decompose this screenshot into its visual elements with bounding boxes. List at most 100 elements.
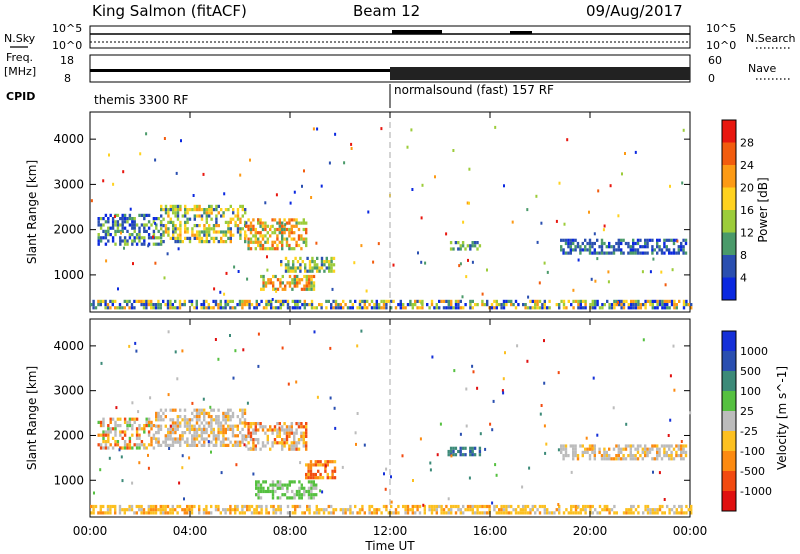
heatmap-cell: [195, 408, 199, 412]
heatmap-cell: [656, 450, 659, 454]
heatmap-cell: [179, 443, 182, 447]
heatmap-cell: [411, 508, 414, 512]
heatmap-cell: [252, 441, 255, 445]
heatmap-cell: [461, 295, 464, 299]
heatmap-cell: [430, 504, 434, 509]
heatmap-cell: [300, 434, 303, 438]
heatmap-cell: [147, 220, 151, 224]
heatmap-cell: [646, 511, 650, 515]
heatmap-cell: [171, 424, 175, 428]
heatmap-cell: [159, 233, 163, 237]
heatmap-cell: [285, 243, 289, 248]
heatmap-cell: [473, 244, 477, 248]
heatmap-cell: [615, 299, 618, 303]
heatmap-cell: [579, 251, 582, 255]
heatmap-cell: [543, 299, 546, 303]
heatmap-cell: [123, 239, 127, 243]
heatmap-cell: [184, 230, 187, 234]
heatmap-cell: [620, 306, 623, 310]
heatmap-cell: [248, 504, 251, 509]
heatmap-cell: [363, 511, 366, 515]
heatmap-cell: [524, 508, 527, 512]
heatmap-cell: [510, 511, 513, 515]
heatmap-cell: [159, 504, 162, 509]
heatmap-cell: [627, 303, 630, 307]
heatmap-cell: [262, 287, 265, 291]
heatmap-cell: [666, 306, 669, 310]
heatmap-cell: [195, 411, 199, 415]
heatmap-cell: [171, 303, 174, 307]
heatmap-cell: [259, 496, 263, 500]
heatmap-cell: [202, 172, 205, 176]
heatmap-cell: [159, 427, 163, 431]
heatmap-cell: [135, 223, 139, 227]
cpid-segment-1: themis 3300 RF: [94, 93, 188, 107]
heatmap-cell: [295, 444, 298, 448]
heatmap-cell: [247, 428, 250, 432]
heatmap-cell: [560, 447, 563, 451]
heatmap-cell: [469, 247, 472, 251]
heatmap-cell: [286, 489, 289, 494]
heatmap-cell: [591, 450, 594, 454]
heatmap-cell: [143, 427, 146, 431]
heatmap-cell: [646, 447, 649, 451]
heatmap-cell: [281, 274, 284, 279]
heatmap-cell: [295, 380, 298, 384]
heatmap-cell: [269, 247, 272, 251]
heatmap-cell: [224, 421, 227, 425]
colorbar-tick-label: 8: [740, 249, 747, 262]
heatmap-cell: [629, 457, 632, 461]
colorbar-tick-label: 24: [740, 159, 754, 172]
heatmap-cell: [275, 289, 278, 293]
heatmap-cell: [97, 220, 100, 224]
heatmap-cell: [622, 306, 626, 310]
heatmap-cell: [107, 433, 110, 437]
heatmap-cell: [157, 424, 160, 428]
heatmap-cell: [210, 511, 213, 515]
heatmap-cell: [658, 450, 661, 454]
heatmap-cell: [252, 472, 255, 476]
heatmap-cell: [474, 511, 477, 515]
heatmap-cell: [632, 504, 635, 509]
heatmap-cell: [188, 508, 191, 512]
heatmap-cell: [210, 227, 213, 231]
heatmap-cell: [247, 425, 250, 429]
heatmap-cell: [97, 242, 100, 246]
heatmap-cell: [380, 306, 383, 310]
heatmap-cell: [581, 450, 584, 454]
heatmap-cell: [502, 377, 505, 381]
heatmap-cell: [334, 303, 338, 307]
heatmap-cell: [610, 303, 614, 307]
heatmap-cell: [175, 171, 178, 175]
heatmap-cell: [184, 224, 187, 228]
heatmap-cell: [178, 303, 182, 307]
heatmap-cell: [323, 260, 326, 264]
heatmap-cell: [183, 418, 187, 422]
heatmap-cell: [217, 408, 220, 412]
heatmap-cell: [169, 437, 172, 441]
heatmap-cell: [312, 463, 315, 467]
heatmap-cell: [286, 303, 290, 307]
heatmap-cell: [305, 237, 308, 241]
heatmap-cell: [291, 511, 294, 515]
heatmap-cell: [358, 508, 362, 512]
heatmap-cell: [486, 303, 489, 307]
heatmap-cell: [190, 508, 194, 512]
heatmap-cell: [278, 426, 281, 430]
heatmap-cell: [372, 260, 375, 264]
heatmap-cell: [181, 508, 184, 512]
heatmap-cell: [459, 432, 462, 436]
heatmap-cell: [186, 437, 189, 441]
heatmap-cell: [670, 450, 673, 454]
heatmap-cell: [385, 508, 388, 512]
heatmap-cell: [634, 251, 637, 255]
heatmap-cell: [603, 457, 606, 461]
heatmap-cell: [577, 258, 580, 262]
heatmap-cell: [207, 415, 211, 419]
heatmap-cell: [665, 248, 668, 252]
heatmap-cell: [273, 428, 277, 432]
heatmap-cell: [179, 421, 182, 425]
heatmap-cell: [656, 444, 659, 448]
heatmap-cell: [627, 508, 630, 512]
velocity-heatmap-cells: [90, 329, 693, 515]
